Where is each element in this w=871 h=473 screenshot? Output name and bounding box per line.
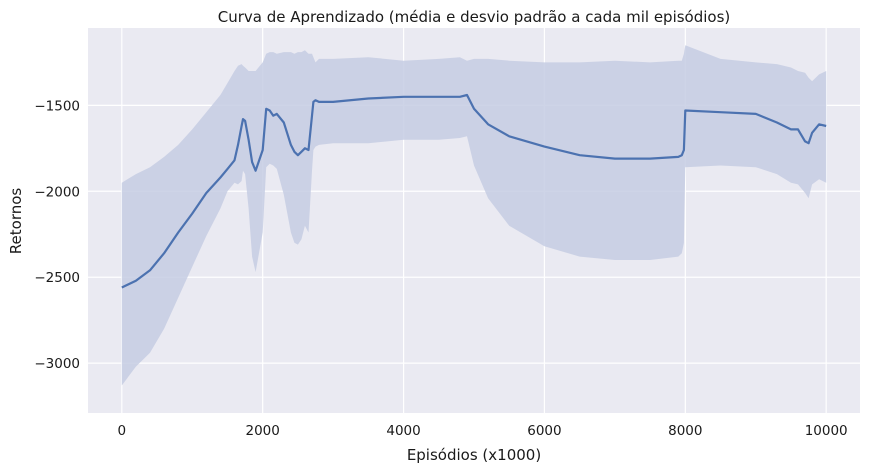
x-axis-label: Episódios (x1000) [407,446,541,464]
chart-title: Curva de Aprendizado (média e desvio pad… [218,8,731,26]
std-dev-band [121,45,827,386]
y-tick-label: −3000 [34,356,80,372]
x-tick-label: 2000 [246,423,280,439]
x-tick-label: 6000 [527,423,561,439]
x-tick-label: 8000 [668,423,702,439]
y-tick-label: −2500 [34,270,80,286]
x-tick-labels: 0 2000 4000 6000 8000 10000 [118,423,848,439]
y-tick-label: −2000 [34,184,80,200]
mean-return-line [121,93,827,289]
y-tick-labels: −3000 −2500 −2000 −1500 [34,98,80,372]
x-tick-label: 0 [118,423,127,439]
x-tick-label: 10000 [805,423,848,439]
x-tick-label: 4000 [386,423,420,439]
y-tick-label: −1500 [34,98,80,114]
y-axis-label: Retornos [7,188,25,255]
